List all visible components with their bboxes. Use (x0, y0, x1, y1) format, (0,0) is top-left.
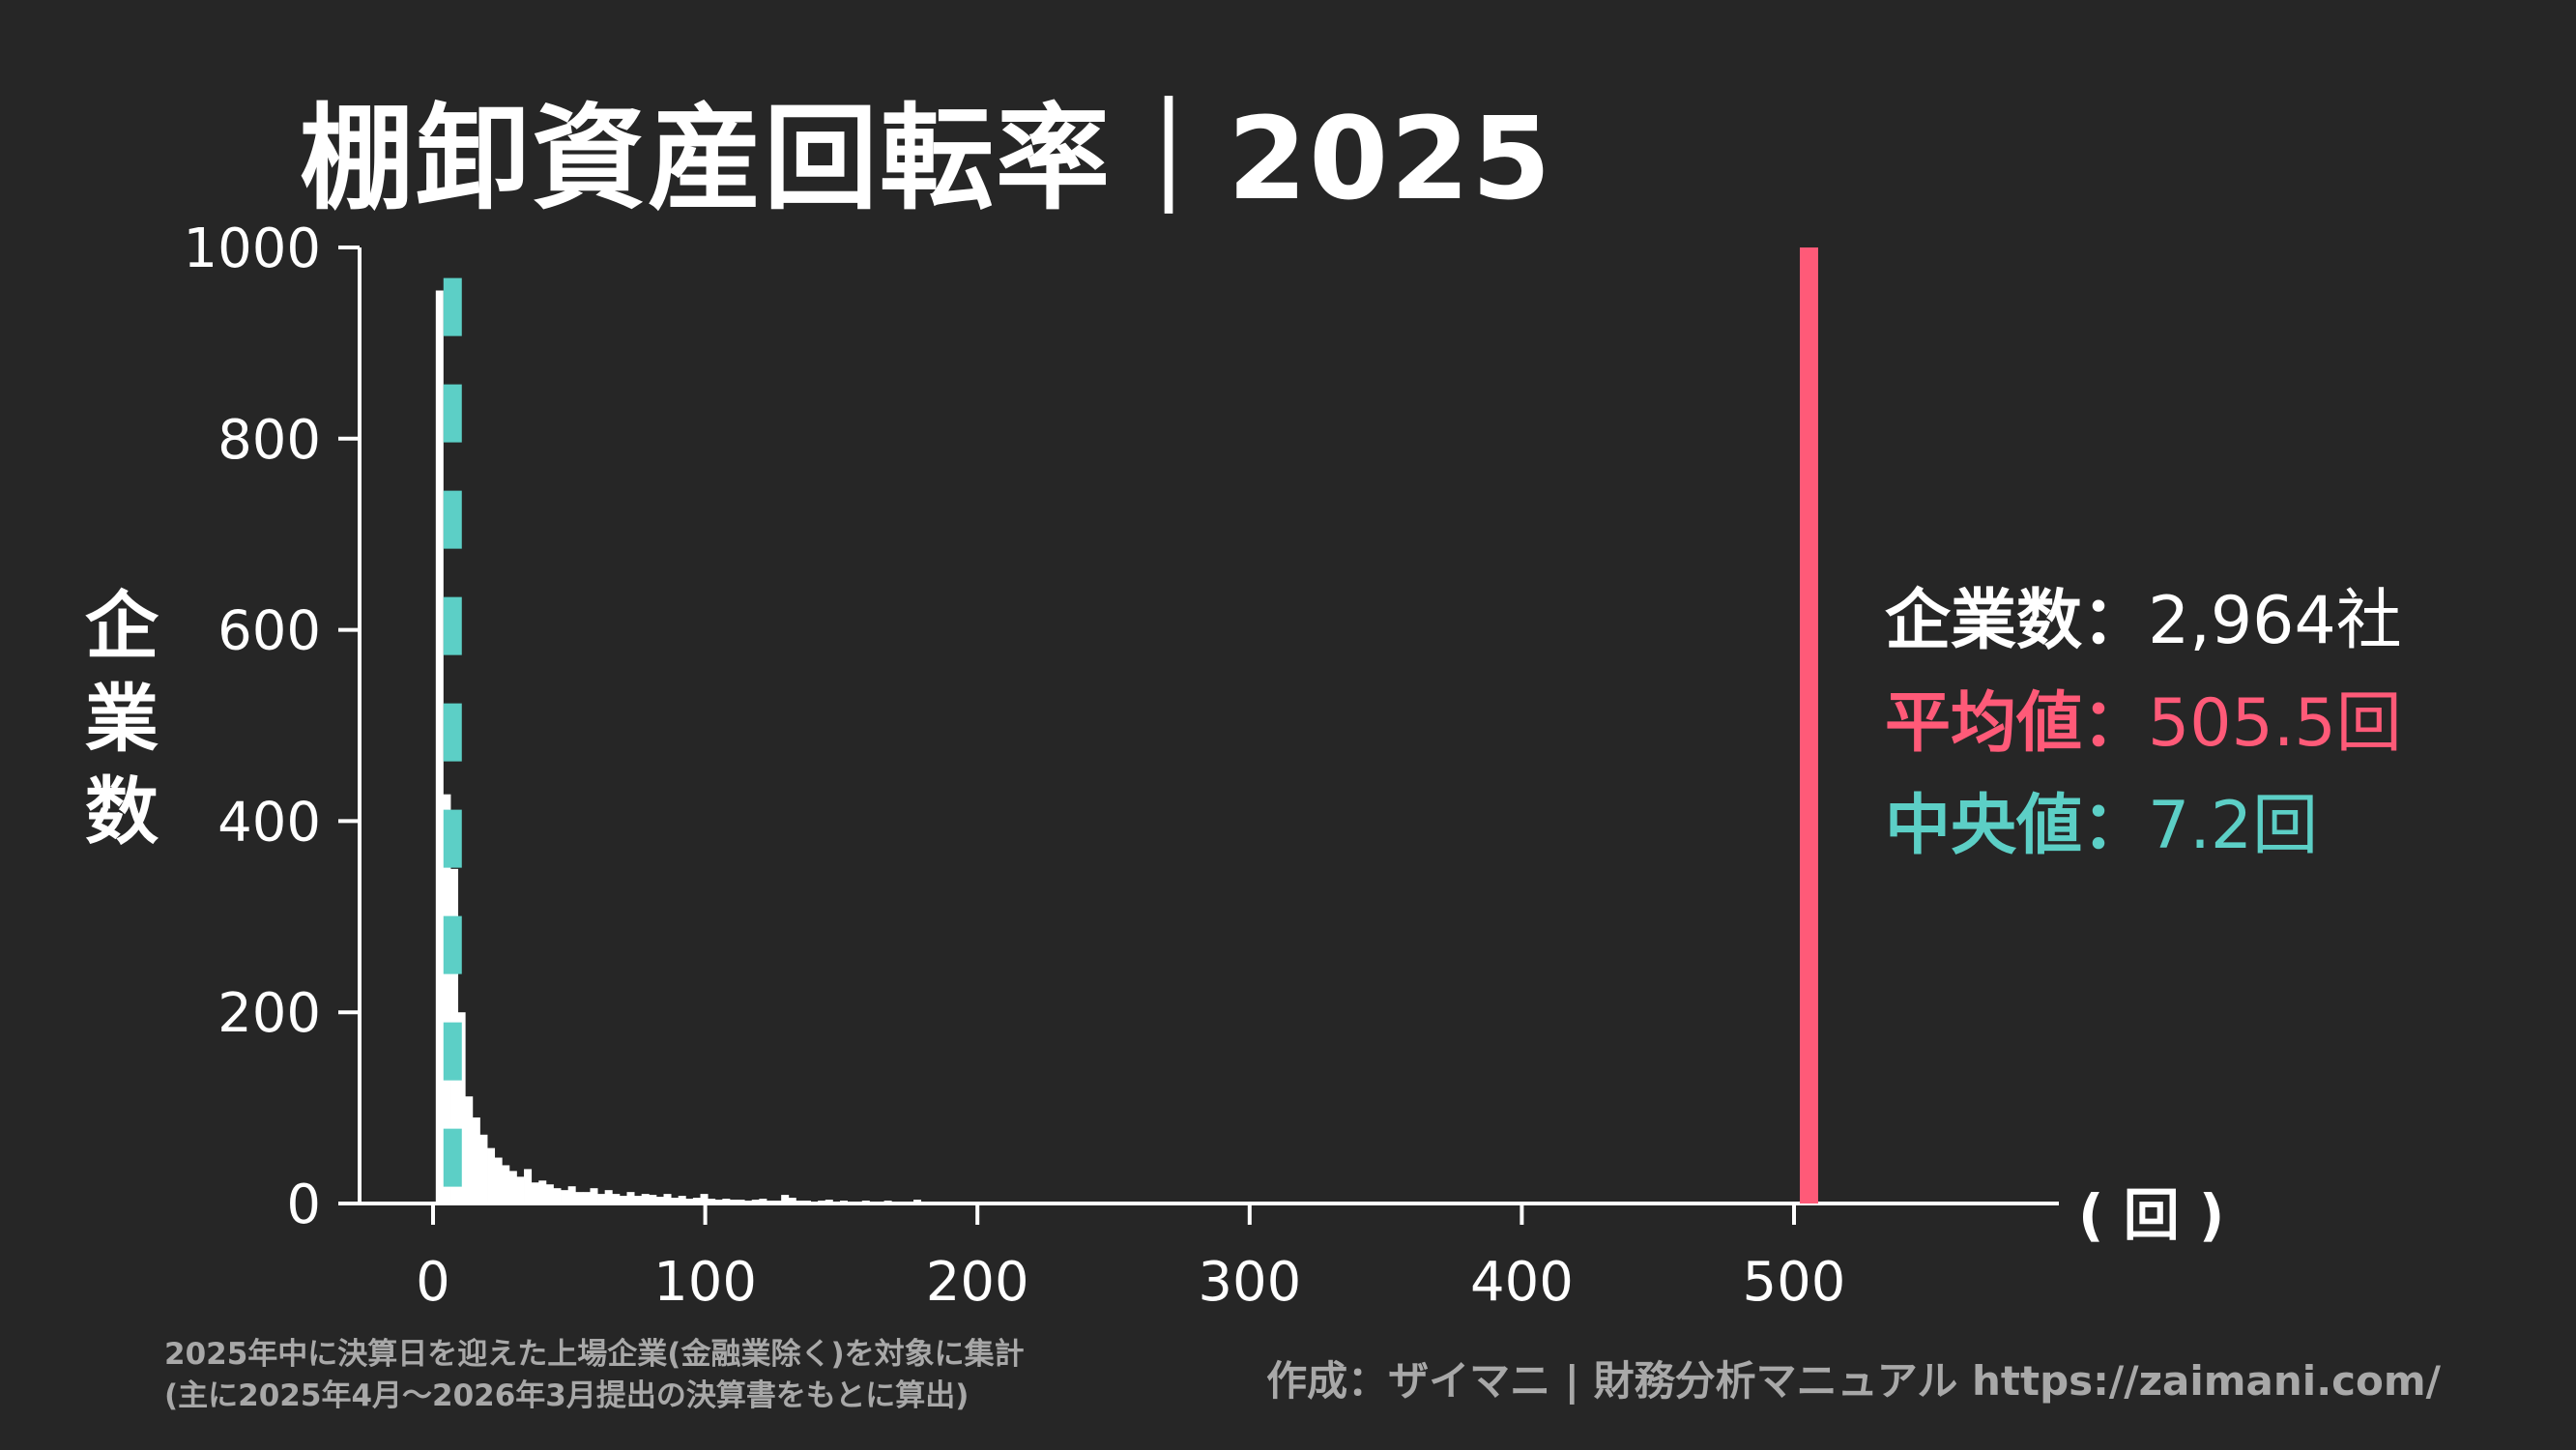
histogram-bar (634, 1196, 643, 1204)
histogram-bar (516, 1176, 525, 1204)
histogram-bar (759, 1199, 767, 1204)
x-tick-label: 500 (1743, 1251, 1846, 1314)
x-tick-label: 400 (1470, 1251, 1574, 1314)
histogram-bar (567, 1186, 576, 1204)
x-tick-label: 300 (1198, 1251, 1301, 1314)
histogram-bar (494, 1157, 503, 1204)
histogram-bar (561, 1190, 569, 1204)
stat-count-value: 2,964社 (2148, 583, 2402, 659)
histogram-bar (538, 1180, 547, 1204)
histogram-bar (655, 1197, 664, 1204)
stat-count: 企業数：2,964社 (1885, 570, 2402, 673)
histogram-bar (781, 1195, 790, 1204)
histogram-bar (649, 1195, 657, 1204)
stat-median-sep: ： (2082, 788, 2149, 864)
stat-median-label: 中央値 (1885, 788, 2083, 864)
histogram-bar (472, 1116, 480, 1204)
histogram-bar (575, 1192, 584, 1204)
histogram-bar (788, 1198, 796, 1204)
footnote-line-2: (主に2025年4月〜2026年3月提出の決算書をもとに算出) (164, 1378, 970, 1413)
y-axis-label: 企 業 数 (75, 580, 168, 858)
footnote-line-1: 2025年中に決算日を迎えた上場企業(金融業除く)を対象に集計 (164, 1337, 1025, 1372)
x-tick-label: 100 (653, 1251, 757, 1314)
stats-panel: 企業数：2,964社 平均値：505.5回 中央値：7.2回 (1885, 570, 2402, 878)
histogram-bar (465, 1096, 474, 1204)
stat-count-label: 企業数 (1885, 583, 2083, 659)
y-tick-label: 600 (217, 600, 321, 663)
histogram-bar (443, 794, 451, 1204)
x-tick-label: 200 (926, 1251, 1029, 1314)
stat-count-sep: ： (2082, 583, 2149, 659)
y-tick-label: 400 (217, 791, 321, 854)
histogram-bar (678, 1196, 686, 1204)
y-tick-label: 1000 (183, 218, 321, 280)
histogram-bar (545, 1184, 554, 1204)
histogram-bar (692, 1198, 701, 1204)
histogram-bar (479, 1134, 488, 1204)
histogram-bar (663, 1194, 672, 1204)
stat-mean: 平均値：505.5回 (1885, 673, 2402, 775)
histogram-bar (502, 1165, 510, 1204)
histogram-bar (531, 1182, 539, 1204)
y-axis-label-char: 業 (85, 676, 159, 762)
stat-median-value: 7.2回 (2148, 788, 2319, 864)
histogram-bar (641, 1194, 650, 1204)
histogram-bar (604, 1190, 613, 1204)
y-tick-label: 800 (217, 409, 321, 472)
histogram-bar (708, 1199, 716, 1204)
histogram-bar (671, 1198, 680, 1204)
histogram-bar (619, 1196, 627, 1204)
stat-mean-value: 505.5回 (2148, 685, 2402, 762)
x-tick-label: 0 (416, 1251, 450, 1314)
histogram-bar (722, 1199, 731, 1204)
histogram-bar (597, 1194, 606, 1204)
credit-text: 作成：ザイマニ | 財務分析マニュアル https://zaimani.com/ (1266, 1357, 2441, 1405)
histogram-bar (626, 1192, 635, 1204)
histogram-bar (508, 1171, 517, 1204)
y-axis-label-char: 数 (85, 768, 159, 855)
x-axis-unit: ( 回 ) (2078, 1182, 2225, 1248)
histogram-bar (700, 1194, 709, 1204)
histogram-bar (612, 1194, 621, 1204)
histogram-bar (457, 1012, 466, 1204)
y-tick-label: 0 (286, 1174, 321, 1236)
footnote: 2025年中に決算日を迎えた上場企業(金融業除く)を対象に集計 (主に2025年… (164, 1334, 1025, 1417)
histogram-bar (487, 1147, 496, 1204)
stat-mean-label: 平均値 (1885, 685, 2083, 762)
histogram-bar (524, 1169, 533, 1204)
histogram-bar (582, 1192, 591, 1204)
histogram-bar (590, 1188, 598, 1204)
y-axis-label-char: 企 (85, 583, 159, 669)
stat-median: 中央値：7.2回 (1885, 775, 2402, 878)
histogram-bar (685, 1199, 694, 1204)
histogram-bar (553, 1188, 562, 1204)
chart-title: 棚卸資産回転率｜2025 (300, 92, 1553, 225)
y-tick-label: 200 (217, 982, 321, 1045)
stat-mean-sep: ： (2082, 685, 2149, 762)
histogram-bar (435, 290, 444, 1204)
